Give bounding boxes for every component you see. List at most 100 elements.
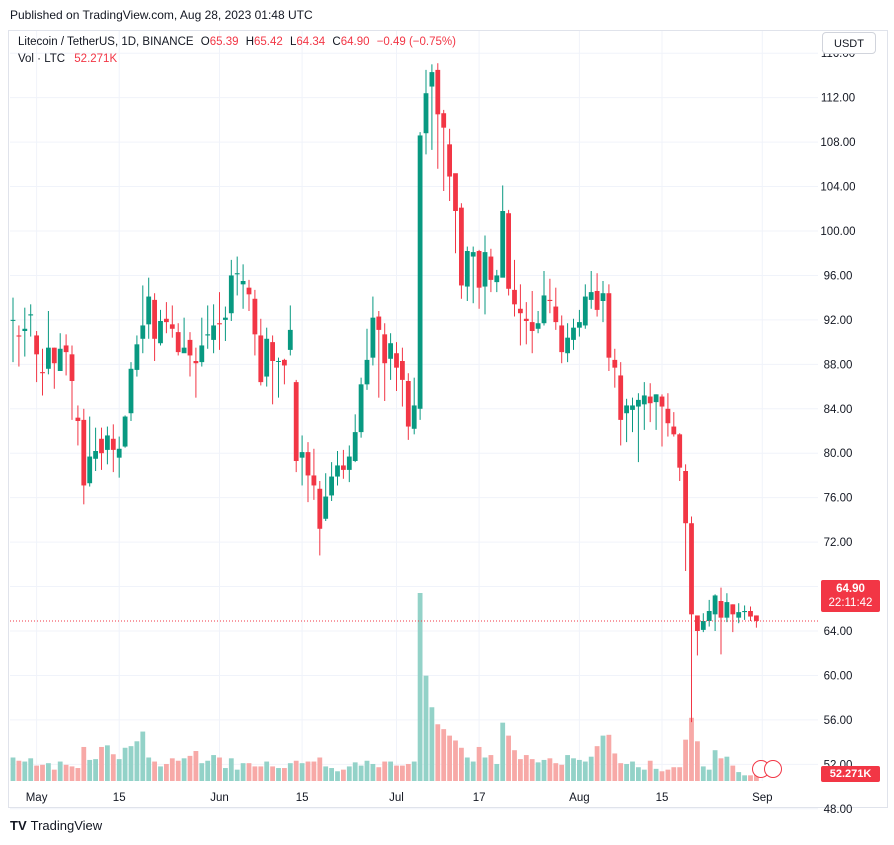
volume-bar — [370, 763, 376, 781]
footer-brand[interactable]: TradingView — [30, 818, 103, 833]
price-tick-label: 88.00 — [824, 359, 853, 371]
candle-body — [10, 319, 16, 321]
candle-body — [435, 69, 441, 115]
volume-bar — [706, 769, 712, 781]
candle-body — [175, 332, 181, 353]
price-tick-label: 100.00 — [820, 226, 855, 238]
candle-body — [258, 335, 264, 383]
candle-body — [618, 375, 624, 420]
candle-body — [28, 314, 34, 316]
volume-bar — [665, 769, 671, 781]
legend-low-value: 64.34 — [296, 36, 326, 48]
candle-body — [34, 335, 39, 355]
candle-body — [40, 372, 45, 374]
volume-bar — [600, 735, 606, 781]
legend-volume-label[interactable]: Vol · LTC — [18, 53, 66, 65]
volume-bar — [223, 768, 228, 781]
volume-bar — [506, 735, 511, 781]
candle-body — [565, 337, 570, 354]
candle-body — [57, 348, 63, 371]
volume-bar — [529, 759, 535, 781]
candle-body — [559, 325, 565, 353]
candle-body — [754, 615, 759, 621]
candle-body — [299, 452, 305, 458]
volume-bar — [470, 761, 476, 781]
candle-body — [464, 251, 470, 287]
price-tick-label: 104.00 — [820, 182, 855, 194]
candle-body — [152, 299, 157, 339]
candle-body — [276, 361, 281, 362]
candle-body — [211, 325, 216, 340]
volume-bar — [582, 761, 588, 781]
candle-body — [447, 144, 452, 177]
volume-bar — [69, 766, 75, 781]
volume-bar — [228, 758, 234, 781]
currency-button[interactable]: USDT — [822, 32, 876, 54]
candle-body — [246, 287, 252, 295]
candle-body — [234, 273, 240, 275]
candle-body — [187, 339, 193, 356]
volume-bar — [181, 758, 187, 781]
candle-body — [146, 296, 152, 325]
volume-bar — [352, 762, 358, 781]
last-price-value: 64.90 — [836, 583, 865, 595]
last-price-label: 64.90 22:11:42 — [821, 580, 880, 612]
volume-bar — [618, 763, 624, 781]
volume-bar — [134, 741, 140, 781]
volume-bar — [464, 757, 470, 781]
volume-bar — [140, 731, 146, 781]
candle-body — [423, 93, 429, 134]
volume-bar — [305, 761, 311, 781]
volume-bar — [447, 735, 452, 781]
volume-bar — [164, 763, 169, 781]
candle-body — [706, 611, 712, 621]
candle-body — [665, 408, 671, 424]
volume-bar — [234, 769, 240, 781]
volume-bar — [512, 750, 517, 781]
volume-bar — [636, 767, 641, 781]
volume-bar — [199, 763, 205, 781]
volume-bar — [523, 755, 529, 781]
candle-body — [476, 251, 482, 288]
candle-body — [400, 361, 405, 380]
volume-bar — [346, 766, 352, 781]
volume-bar — [51, 769, 57, 781]
time-tick-label: Jun — [210, 792, 229, 804]
candle-body — [630, 405, 635, 410]
legend-close-value: 64.90 — [340, 36, 370, 48]
volume-bar — [500, 722, 506, 781]
candle-body — [311, 475, 317, 486]
volume-bar — [87, 759, 93, 781]
volume-bar — [358, 765, 364, 781]
tradingview-logo-icon[interactable]: TV — [10, 818, 27, 833]
candle-body — [341, 465, 346, 470]
volume-bar — [624, 763, 629, 781]
candle-body — [193, 361, 199, 364]
candle-body — [181, 347, 187, 354]
volume-bar — [246, 763, 252, 781]
volume-bar — [282, 768, 287, 781]
candle-body — [689, 523, 694, 615]
volume-bar — [742, 775, 747, 781]
volume-bar — [287, 763, 293, 781]
candle-body — [282, 359, 287, 366]
candle-body — [293, 382, 299, 461]
volume-bar — [748, 775, 753, 781]
time-tick-label: Aug — [569, 792, 589, 804]
volume-bar — [689, 717, 694, 781]
volume-bar — [217, 757, 222, 781]
volume-bar — [57, 761, 63, 781]
candle-body — [411, 405, 417, 429]
event-marker-icon[interactable] — [764, 760, 782, 778]
candle-body — [535, 323, 541, 329]
legend-symbol[interactable]: Litecoin / TetherUS, 1D, BINANCE — [18, 36, 194, 48]
volume-bar — [99, 746, 104, 781]
time-tick-label: 15 — [656, 792, 669, 804]
candle-body — [659, 396, 665, 407]
volume-bar — [641, 769, 647, 781]
volume-bar — [10, 757, 16, 781]
candle-body — [653, 394, 659, 403]
candle-body — [647, 396, 653, 404]
volume-bar — [405, 763, 411, 781]
